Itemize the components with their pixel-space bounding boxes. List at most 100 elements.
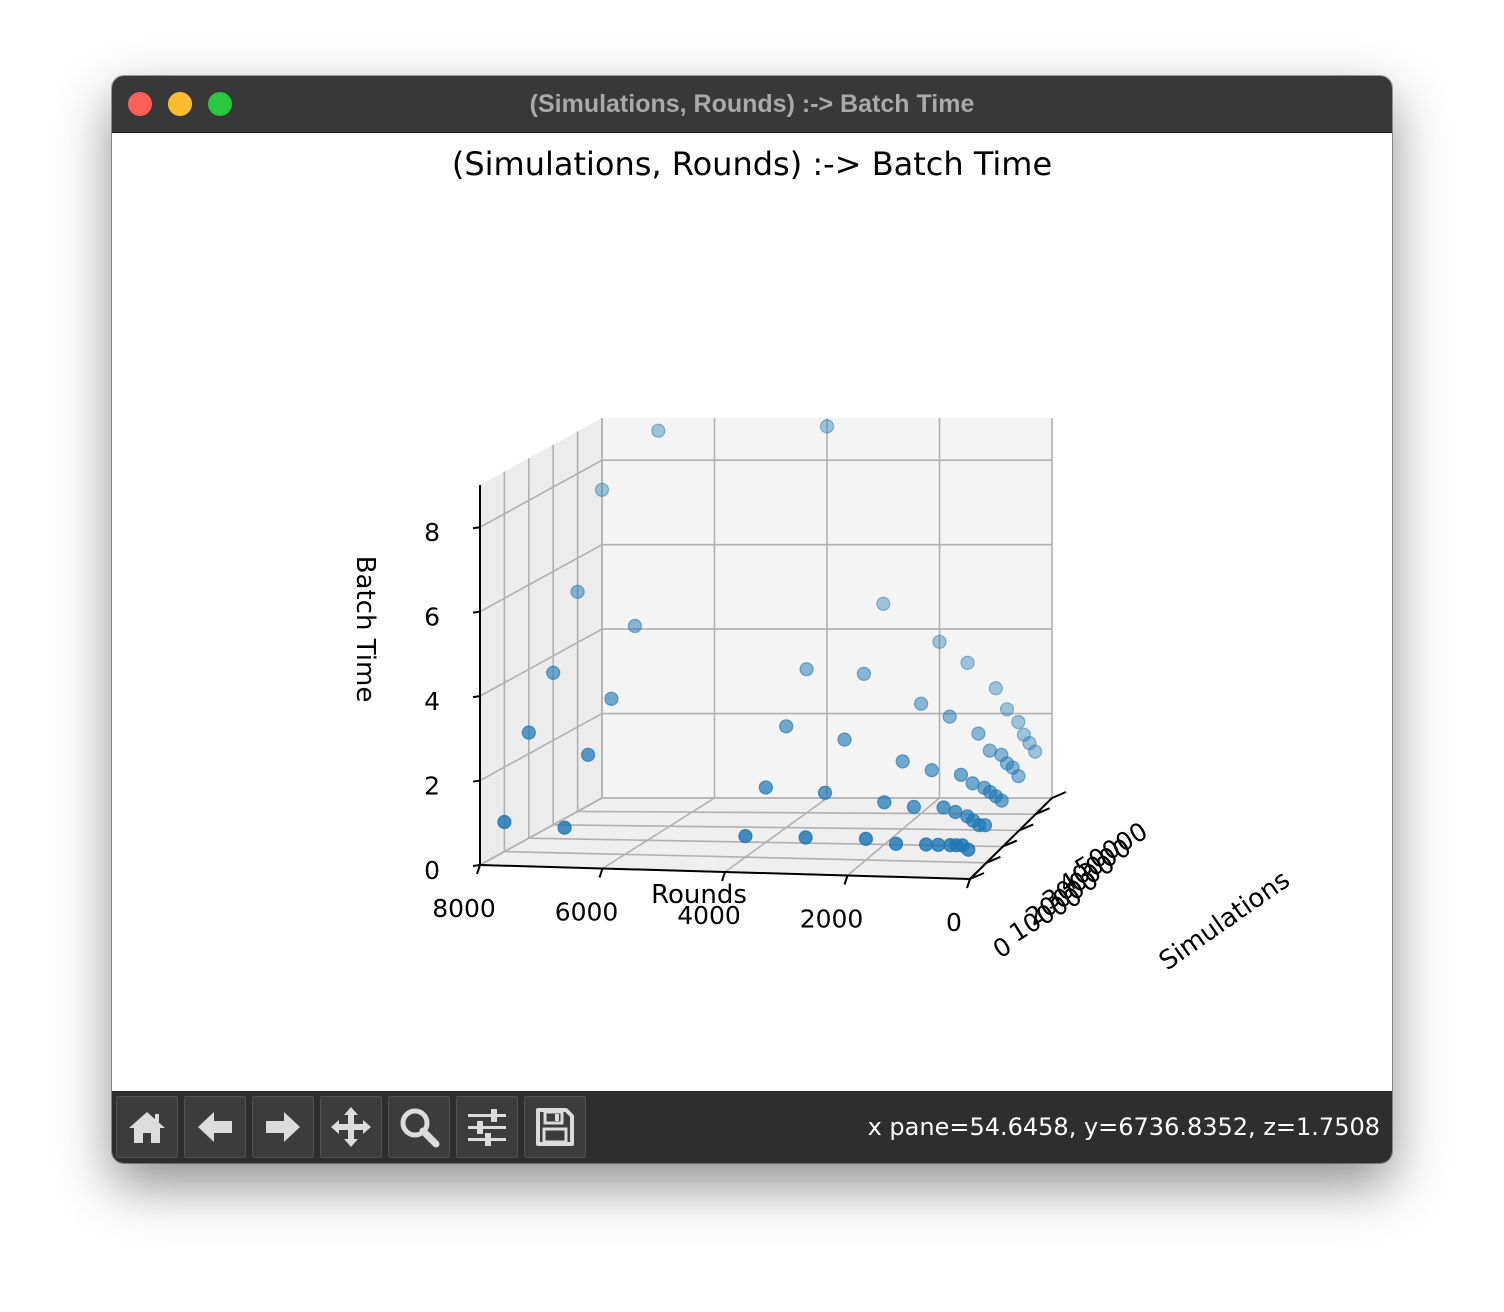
- rounds-tick: [721, 871, 726, 882]
- data-point: [960, 655, 975, 671]
- data-point: [570, 584, 585, 599]
- window-title: (Simulations, Rounds) :-> Batch Time: [529, 90, 975, 118]
- data-point: [965, 776, 980, 791]
- data-point: [1011, 714, 1026, 730]
- grid-line-batch-time: [479, 459, 603, 528]
- configure-subplots-button[interactable]: [456, 1096, 518, 1158]
- data-point: [819, 419, 835, 434]
- data-point: [876, 596, 891, 611]
- grid-line-rounds: [602, 797, 715, 870]
- data-point: [994, 793, 1009, 808]
- data-point: [1027, 744, 1043, 759]
- plot-window: (Simulations, Rounds) :-> Batch Time (Si…: [112, 76, 1392, 1163]
- grid-line-simulations: [504, 850, 987, 864]
- data-point: [521, 725, 536, 740]
- forward-button[interactable]: [252, 1096, 314, 1158]
- simulations-tick: [986, 855, 1001, 864]
- grid-line-batch-time: [479, 543, 603, 613]
- close-window-button[interactable]: [128, 92, 152, 116]
- batch-time-tick: [472, 610, 481, 614]
- simulations-tick: [1051, 791, 1067, 799]
- grid-line-rounds: [724, 797, 828, 873]
- back-button[interactable]: [184, 1096, 246, 1158]
- rounds-tick-label: 6000: [555, 898, 619, 927]
- simulations-tick: [1035, 807, 1050, 816]
- simulations-tick: [969, 872, 985, 880]
- data-point: [918, 837, 934, 852]
- data-point: [779, 719, 794, 734]
- floppy-disk-icon: [536, 1108, 574, 1146]
- side-pane: [480, 418, 602, 865]
- rounds-tick-label: 8000: [432, 894, 496, 923]
- data-point: [936, 800, 951, 815]
- data-point: [651, 423, 666, 438]
- batch-time-tick: [472, 779, 481, 783]
- sliders-icon: [468, 1109, 506, 1146]
- data-point: [961, 842, 976, 857]
- grid-line-batch-time: [479, 628, 603, 697]
- data-point: [799, 662, 814, 677]
- arrow-right-icon: [266, 1112, 300, 1142]
- axes-lines: [472, 485, 1067, 889]
- grid-line-batch-time: [479, 712, 603, 782]
- data-point: [758, 780, 773, 795]
- rounds-tick-label: 0: [946, 908, 962, 937]
- grid-line-simulations: [553, 824, 1020, 832]
- data-point: [906, 799, 922, 815]
- y-axis-label: Rounds: [651, 880, 747, 910]
- rounds-tick: [598, 868, 604, 878]
- save-button[interactable]: [524, 1096, 586, 1158]
- data-point: [1011, 768, 1026, 784]
- simulations-tick: [1002, 839, 1018, 848]
- chart-title: (Simulations, Rounds) :-> Batch Time: [452, 145, 1052, 183]
- scatter3d-chart[interactable]: (Simulations, Rounds) :-> Batch Time 800…: [112, 133, 1392, 1091]
- data-point: [858, 831, 874, 847]
- pan-button[interactable]: [320, 1096, 382, 1158]
- z-axis-label: Batch Time: [350, 556, 380, 703]
- grid-line-batch-time: [479, 797, 603, 866]
- data-point: [988, 681, 1003, 696]
- home-icon: [129, 1112, 165, 1143]
- move-icon: [331, 1107, 371, 1147]
- batch-time-tick: [472, 864, 481, 867]
- figure-canvas[interactable]: (Simulations, Rounds) :-> Batch Time 800…: [112, 133, 1392, 1091]
- data-point: [999, 702, 1015, 717]
- data-point: [557, 820, 572, 835]
- magnifier-icon: [400, 1108, 440, 1148]
- data-point: [798, 830, 813, 845]
- batch-time-tick-label: 2: [424, 772, 440, 801]
- data-point: [581, 747, 596, 762]
- grid-line-rounds: [846, 797, 941, 877]
- data-point: [895, 754, 910, 769]
- rounds-tick: [843, 875, 849, 885]
- arrow-left-icon: [198, 1112, 232, 1142]
- maximize-window-button[interactable]: [208, 92, 232, 116]
- data-point: [888, 836, 904, 851]
- data-point: [738, 828, 753, 844]
- navigation-toolbar: x pane=54.6458, y=6736.8352, z=1.7508: [112, 1091, 1392, 1163]
- cursor-coordinates: x pane=54.6458, y=6736.8352, z=1.7508: [867, 1113, 1380, 1141]
- minimize-window-button[interactable]: [168, 92, 192, 116]
- x-axis-label: Simulations: [1154, 865, 1296, 977]
- data-point: [497, 814, 512, 830]
- data-point: [627, 618, 643, 634]
- data-point: [1016, 727, 1032, 742]
- data-point: [856, 666, 872, 681]
- data-point: [971, 726, 986, 741]
- rounds-tick-label: 2000: [800, 905, 864, 934]
- zoom-button[interactable]: [388, 1096, 450, 1158]
- data-point: [913, 696, 929, 711]
- data-point: [942, 709, 957, 724]
- title-bar: (Simulations, Rounds) :-> Batch Time: [112, 76, 1392, 133]
- batch-time-tick-label: 6: [424, 603, 440, 632]
- rounds-tick-label: 4000: [677, 901, 741, 930]
- data-point: [877, 795, 892, 810]
- simulations-tick: [1018, 823, 1034, 832]
- data-point: [932, 634, 947, 649]
- home-button[interactable]: [116, 1096, 178, 1158]
- data-point: [817, 785, 833, 800]
- data-point: [977, 818, 993, 833]
- rounds-tick: [966, 878, 971, 889]
- batch-time-tick-label: 4: [424, 687, 440, 716]
- data-point: [953, 767, 969, 782]
